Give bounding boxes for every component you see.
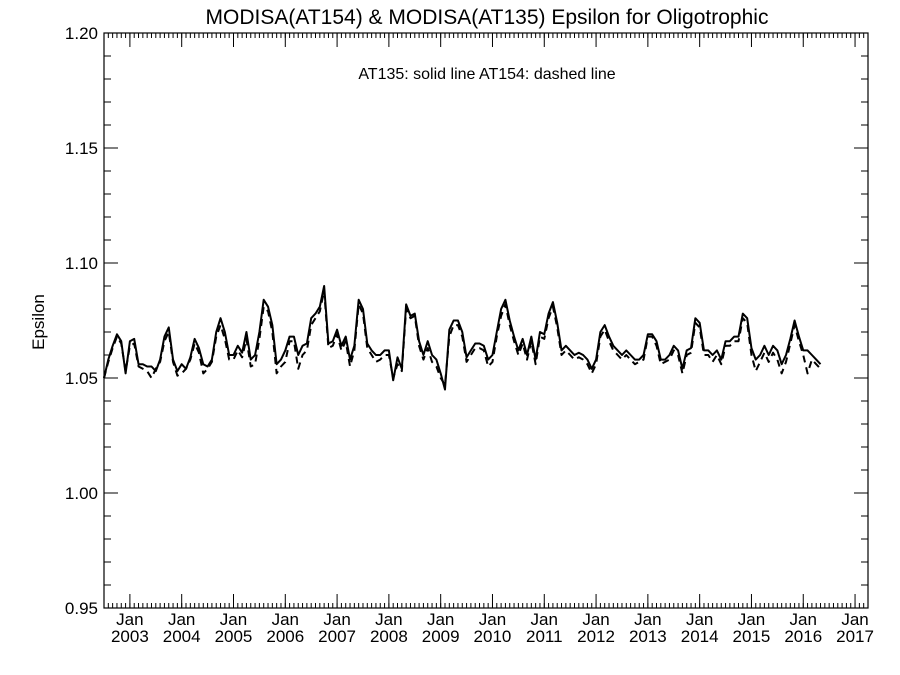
x-tick-year-label: 2012	[577, 627, 615, 646]
x-tick-month-label: Jan	[686, 610, 713, 629]
x-tick-year-label: 2009	[422, 627, 460, 646]
x-tick-month-label: Jan	[841, 610, 868, 629]
series-line-at154	[103, 289, 822, 386]
plot-frame	[103, 32, 869, 609]
x-tick-month-label: Jan	[790, 610, 817, 629]
x-tick-month-label: Jan	[168, 610, 195, 629]
x-tick-year-label: 2013	[629, 627, 667, 646]
x-tick-year-label: 2003	[111, 627, 149, 646]
y-tick-label: 1.05	[65, 369, 98, 388]
x-tick-month-label: Jan	[531, 610, 558, 629]
y-tick-label: 1.15	[65, 139, 98, 158]
y-axis-label: Epsilon	[29, 294, 48, 350]
x-tick-year-label: 2014	[681, 627, 719, 646]
x-tick-year-label: 2008	[370, 627, 408, 646]
x-tick-month-label: Jan	[375, 610, 402, 629]
x-tick-year-label: 2010	[474, 627, 512, 646]
x-tick-year-label: 2005	[215, 627, 253, 646]
y-tick-label: 0.95	[65, 599, 98, 618]
x-tick-month-label: Jan	[427, 610, 454, 629]
x-tick-month-label: Jan	[634, 610, 661, 629]
x-tick-month-label: Jan	[582, 610, 609, 629]
x-tick-year-label: 2016	[784, 627, 822, 646]
x-tick-year-label: 2004	[163, 627, 201, 646]
x-tick-month-label: Jan	[220, 610, 247, 629]
x-tick-year-label: 2007	[318, 627, 356, 646]
x-axis-ticks: Jan2003Jan2004Jan2005Jan2006Jan2007Jan20…	[103, 33, 874, 646]
x-tick-year-label: 2006	[266, 627, 304, 646]
chart-title: MODISA(AT154) & MODISA(AT135) Epsilon fo…	[206, 6, 769, 29]
series-layer	[103, 285, 822, 391]
x-tick-month-label: Jan	[116, 610, 143, 629]
y-tick-label: 1.20	[65, 24, 98, 43]
y-tick-label: 1.10	[65, 254, 98, 273]
y-tick-label: 1.00	[65, 484, 98, 503]
chart-annotation: AT135: solid line AT154: dashed line	[358, 66, 615, 83]
x-tick-month-label: Jan	[479, 610, 506, 629]
x-tick-month-label: Jan	[272, 610, 299, 629]
x-tick-year-label: 2017	[836, 627, 874, 646]
x-tick-month-label: Jan	[323, 610, 350, 629]
x-tick-year-label: 2015	[733, 627, 771, 646]
x-tick-month-label: Jan	[738, 610, 765, 629]
x-tick-year-label: 2011	[526, 627, 563, 646]
y-axis-ticks: 0.95 1.00 1.05 1.10 1.15 1.20	[65, 24, 868, 618]
